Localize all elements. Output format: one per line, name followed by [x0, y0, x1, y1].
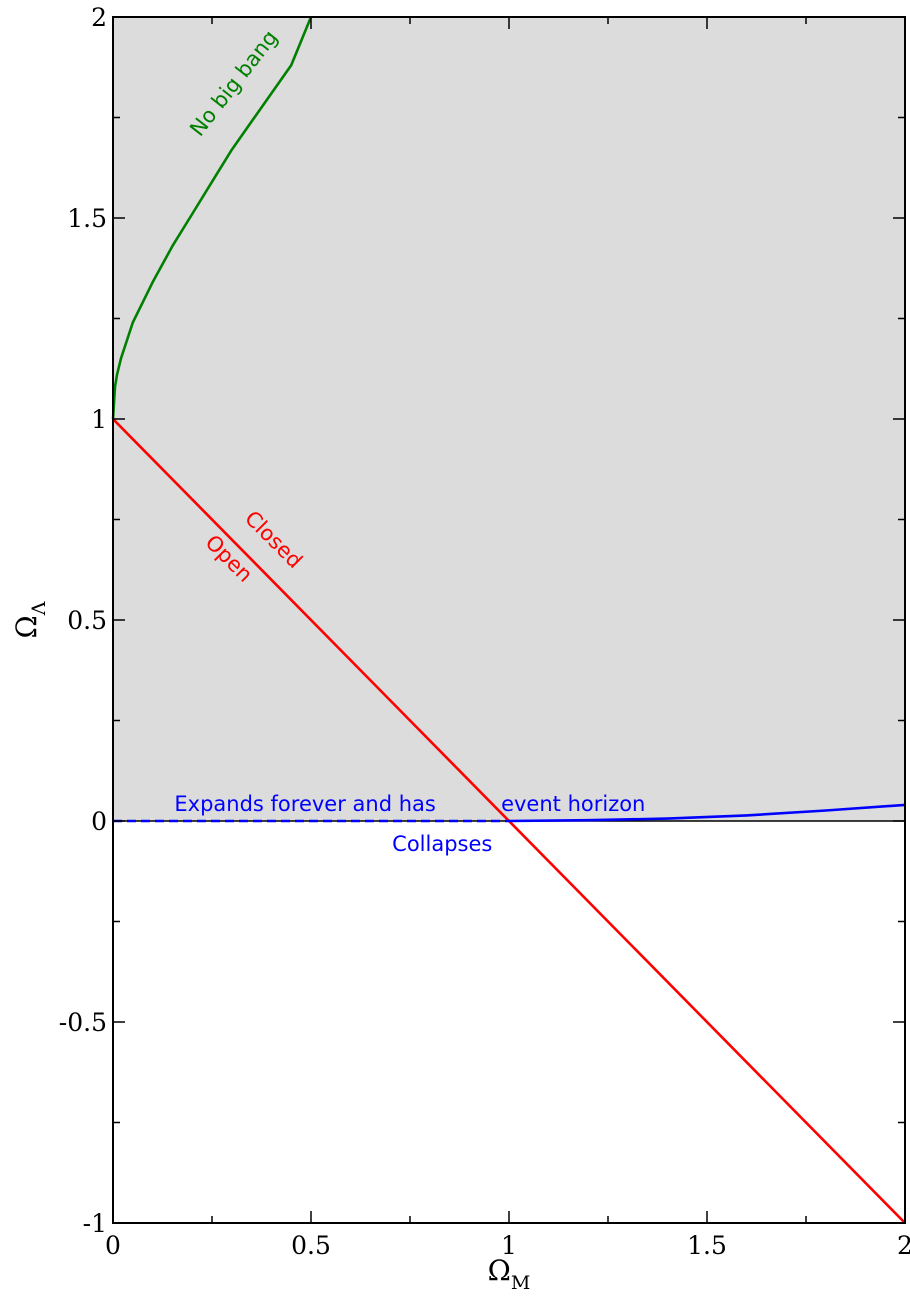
x-axis-label-subscript: M: [511, 1272, 530, 1294]
y-tick-label: -0.5: [59, 1008, 107, 1037]
y-axis-label-subscript: Λ: [28, 601, 50, 616]
annotation-label: Expands forever and has: [174, 792, 435, 816]
y-tick-label: -1: [83, 1209, 107, 1238]
annotation-label: event horizon: [501, 792, 645, 816]
y-tick-label: 1.5: [67, 204, 107, 233]
y-axis-label-symbol: Ω: [10, 615, 43, 638]
x-axis-label: ΩM: [488, 1254, 531, 1294]
series-line-0: [111, 16, 313, 420]
x-tick-label: 0: [105, 1231, 121, 1260]
y-tick-label: 0.5: [67, 606, 107, 635]
shaded-region: [113, 17, 905, 821]
x-tick-label: 1: [501, 1231, 517, 1260]
ticks-layer: 0 0.5 1 1.5 2 -1 -0.5 0 0.5 1 1.5 2: [59, 3, 910, 1260]
series-layer: [111, 16, 906, 1224]
x-tick-label: 2: [897, 1231, 910, 1260]
series-line-3: [508, 803, 906, 823]
annotation-label: Collapses: [392, 832, 492, 856]
x-axis-label-symbol: Ω: [488, 1254, 511, 1287]
y-tick-label: 1: [91, 405, 107, 434]
y-tick-label: 0: [91, 807, 107, 836]
x-tick-label: 1.5: [687, 1231, 727, 1260]
y-axis-label: ΩΛ: [10, 601, 50, 638]
x-tick-label: 0.5: [291, 1231, 331, 1260]
y-tick-label: 2: [91, 3, 107, 32]
